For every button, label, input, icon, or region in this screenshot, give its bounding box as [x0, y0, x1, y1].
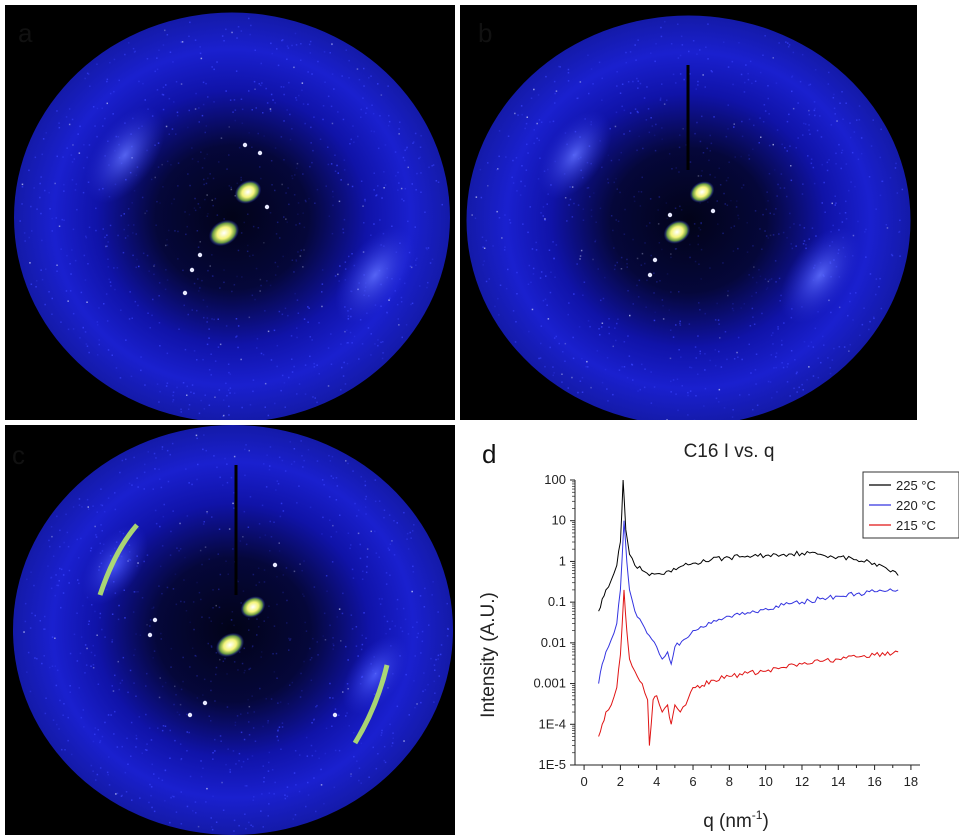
- scatter-disc: [13, 425, 453, 835]
- reflection-dot: [272, 562, 278, 568]
- diffraction-spot: [234, 180, 262, 204]
- x-tick-label: 0: [580, 774, 587, 789]
- series-line-2: [598, 589, 899, 746]
- x-tick-label: 4: [653, 774, 660, 789]
- pattern-a-svg: [14, 12, 450, 420]
- reflection-dot: [187, 712, 193, 718]
- amorphous-halo: [780, 226, 860, 324]
- diffraction-spot: [240, 596, 266, 618]
- x-tick-label: 12: [795, 774, 809, 789]
- amorphous-halo: [85, 106, 165, 204]
- y-tick-label: 1E-4: [539, 716, 566, 731]
- reflection-dot: [242, 142, 248, 148]
- y-tick-label: 0.01: [541, 635, 566, 650]
- reflection-dot: [147, 632, 153, 638]
- panel-label-b: b: [478, 18, 493, 48]
- scatter-disc: [14, 12, 450, 420]
- panel-label-a: a: [18, 18, 33, 48]
- panel-label-c: c: [12, 440, 25, 470]
- x-axis-label-sup: -1: [752, 808, 763, 822]
- intensity-chart: d C16 I vs. q 0 2 4 6 8 10 12 14 16 18 100 10 1 0.1 0.…: [460, 425, 959, 840]
- x-tick-label: 16: [867, 774, 881, 789]
- reflection-dot: [257, 150, 263, 156]
- x-tick-label: 10: [758, 774, 772, 789]
- reflection-dot: [197, 252, 203, 258]
- crystalline-arc: [97, 523, 139, 596]
- pattern-c-svg: [13, 425, 453, 835]
- crystalline-arc: [352, 664, 390, 745]
- x-tick-label: 6: [689, 774, 696, 789]
- x-axis-label: q (nm-1): [703, 808, 769, 832]
- x-tick-label: 14: [831, 774, 845, 789]
- reflection-dot: [332, 712, 338, 718]
- reflection-dot: [264, 204, 270, 210]
- x-axis-label-end: ): [762, 811, 768, 832]
- reflection-dot: [189, 267, 195, 273]
- y-tick-label: 100: [544, 472, 566, 487]
- panel-label-d: d: [482, 439, 496, 469]
- y-tick-label: 0.001: [533, 676, 566, 691]
- legend-label: 225 °C: [896, 478, 936, 493]
- amorphous-halo: [538, 111, 612, 199]
- series-line-0: [598, 479, 899, 612]
- reflection-dot: [710, 208, 716, 214]
- y-tick-label: 10: [552, 513, 566, 528]
- diffraction-pattern-c: [5, 425, 455, 835]
- pattern-b-svg: [466, 15, 911, 420]
- y-tick-label: 0.1: [548, 594, 566, 609]
- chart-legend: 225 °C 220 °C 215 °C: [862, 471, 959, 539]
- reflection-dot: [202, 700, 208, 706]
- chart-svg: d C16 I vs. q 0 2 4 6 8 10 12 14 16 18 100 10 1 0.1 0.…: [478, 439, 959, 832]
- reflection-dot: [652, 257, 658, 263]
- reflection-dot: [667, 212, 673, 218]
- x-axis-label-main: q (nm: [703, 811, 752, 832]
- diffraction-pattern-b: [460, 5, 917, 420]
- x-tick-label: 2: [617, 774, 624, 789]
- y-tick-label: 1: [559, 553, 566, 568]
- y-axis-label: Intensity (A.U.): [478, 592, 499, 718]
- reflection-dot: [182, 290, 188, 296]
- amorphous-halo: [82, 525, 148, 605]
- reflection-dot: [647, 272, 653, 278]
- x-tick-label: 8: [726, 774, 733, 789]
- diffraction-spot: [663, 220, 691, 244]
- chart-title: C16 I vs. q: [684, 441, 775, 462]
- amorphous-halo: [335, 226, 415, 324]
- diffraction-pattern-a: [5, 5, 455, 420]
- diffraction-spot: [689, 181, 715, 203]
- legend-label: 215 °C: [896, 518, 936, 533]
- x-tick-label: 18: [904, 774, 918, 789]
- amorphous-halo: [342, 635, 408, 715]
- diffraction-spot: [215, 632, 245, 658]
- legend-label: 220 °C: [896, 498, 936, 513]
- diffraction-spot: [208, 219, 240, 247]
- series-line-1: [598, 520, 899, 684]
- reflection-dot: [152, 617, 158, 623]
- y-tick-label: 1E-5: [539, 757, 566, 772]
